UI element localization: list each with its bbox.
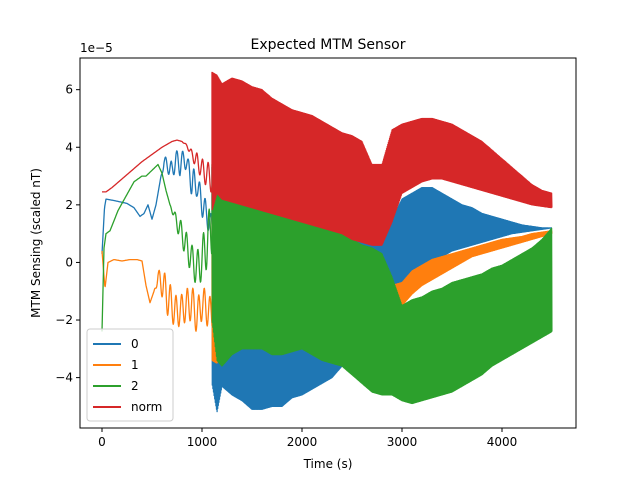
- y-tick-label: 4: [65, 140, 73, 154]
- chart-title: Expected MTM Sensor: [251, 37, 406, 53]
- y-tick-label: 0: [65, 255, 73, 269]
- x-tick-label: 2000: [287, 435, 318, 449]
- x-tick-label: 1000: [187, 435, 218, 449]
- y-tick-label: −4: [55, 371, 73, 385]
- x-tick-label: 0: [98, 435, 106, 449]
- tick-layer: 0 1000 2000 3000 4000 −4 −2 0 2 4 6: [55, 83, 517, 449]
- series-layer: [101, 71, 553, 413]
- x-axis-label: Time (s): [303, 457, 353, 471]
- y-tick-label: 6: [65, 83, 73, 97]
- series-line-2: [101, 152, 553, 405]
- y-offset-text: 1e−5: [80, 41, 113, 55]
- y-tick-label: 2: [65, 198, 73, 212]
- legend: 0 1 2 norm: [86, 328, 174, 422]
- plot-frame: [79, 57, 577, 429]
- y-axis-label: MTM Sensing (scaled nT): [29, 168, 43, 318]
- legend-label-norm: norm: [131, 400, 162, 414]
- legend-label-1: 1: [131, 358, 139, 372]
- x-tick-label: 3000: [387, 435, 418, 449]
- legend-label-2: 2: [131, 379, 139, 393]
- series-line-norm: [101, 71, 553, 246]
- y-tick-label: −2: [55, 313, 73, 327]
- legend-label-0: 0: [131, 337, 139, 351]
- legend-box: [86, 328, 174, 422]
- x-tick-label: 4000: [487, 435, 518, 449]
